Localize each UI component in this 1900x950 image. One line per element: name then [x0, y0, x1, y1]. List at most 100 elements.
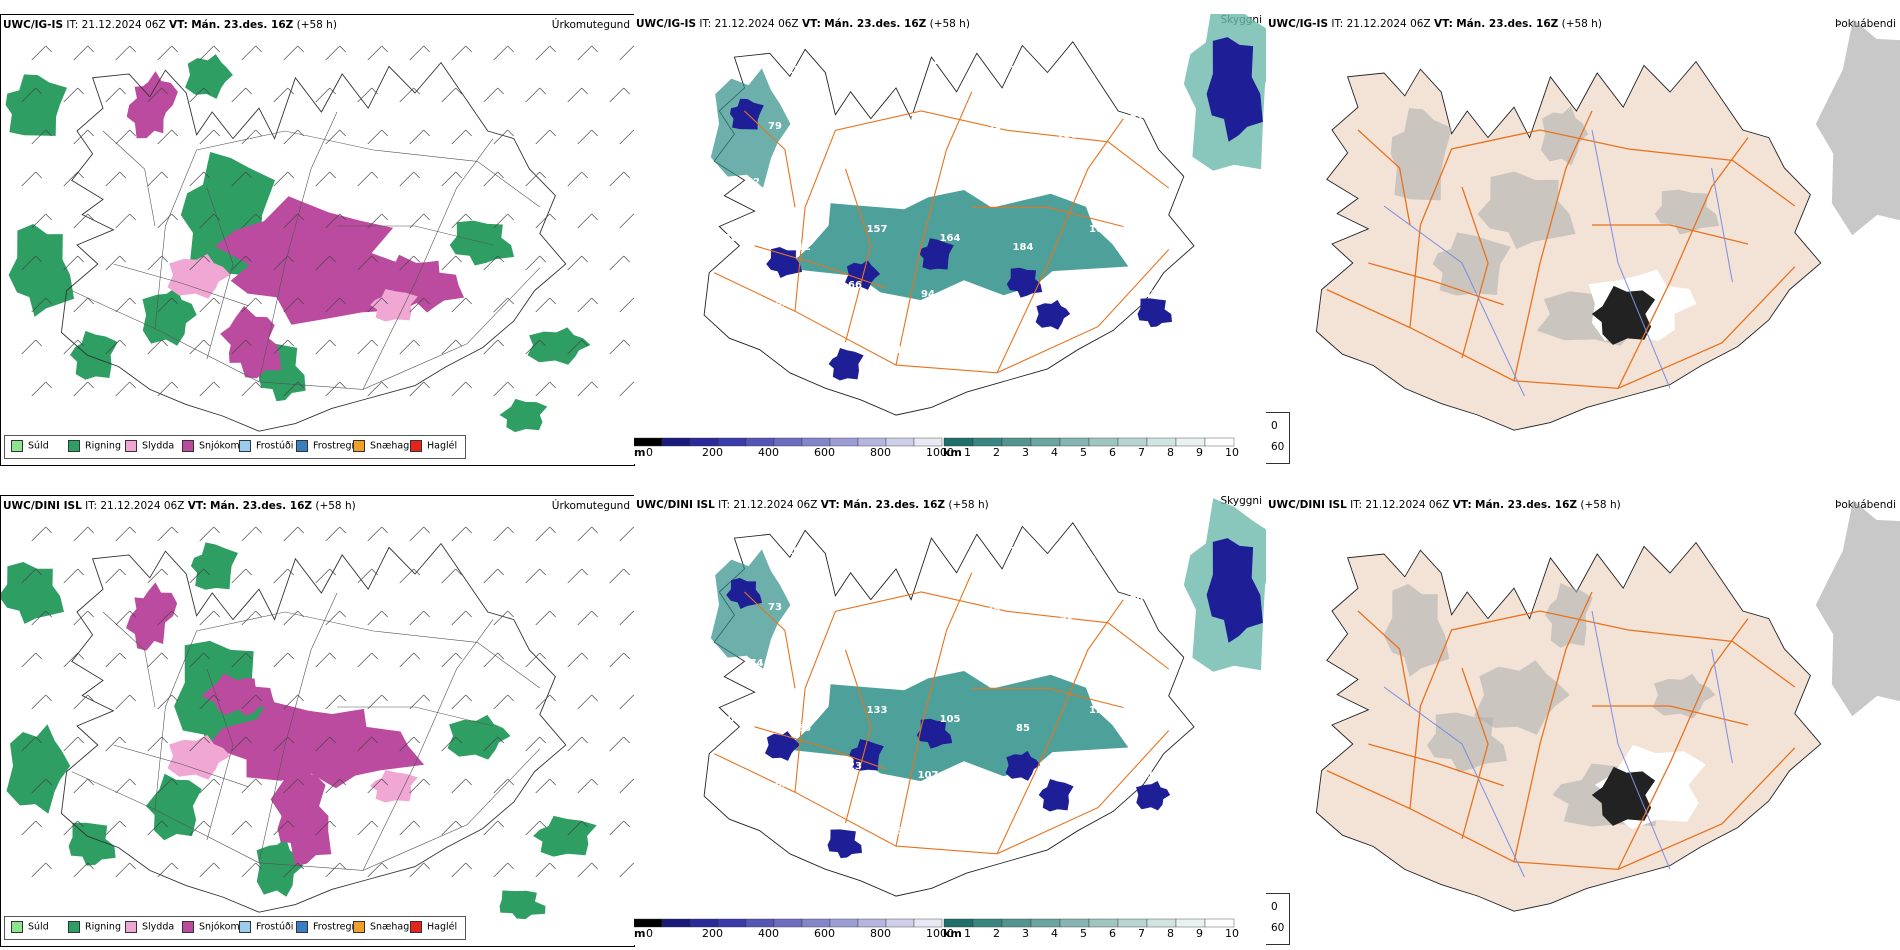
wind-barb [619, 381, 634, 397]
road-line [258, 592, 338, 863]
wind-barb [255, 694, 262, 702]
wind-barb [255, 297, 262, 305]
wind-barb [451, 526, 466, 542]
road-line [1513, 591, 1593, 862]
wind-barb [73, 297, 88, 313]
wind-barb [63, 171, 78, 187]
legend-swatch [68, 921, 80, 933]
wind-barb [455, 652, 462, 660]
wind-barb [493, 297, 508, 313]
wind-barb [455, 171, 462, 179]
legend-label: Rigning [85, 440, 121, 452]
visibility-tick-label: 5 [1080, 927, 1087, 940]
wind-barb [507, 526, 514, 534]
fog-area [1815, 19, 1900, 236]
wind-barb [367, 381, 382, 397]
ceiling-unit: m [634, 927, 646, 940]
wind-barb [21, 820, 36, 836]
road-line [71, 748, 541, 871]
wind-barb [525, 568, 540, 584]
wind-barb [87, 694, 94, 702]
model-name: UWC/IG-IS [636, 18, 697, 30]
wind-barb [115, 213, 130, 229]
road-line [996, 599, 1124, 855]
wind-barb [409, 862, 424, 878]
wind-barb [493, 862, 508, 878]
wind-barb [189, 87, 204, 103]
wind-barb [525, 171, 540, 187]
ceiling-label: 39 [731, 891, 745, 902]
road-line [102, 611, 156, 708]
wind-barb [157, 213, 172, 229]
coastline [60, 61, 567, 432]
wind-barb [381, 778, 388, 786]
wind-barb [73, 129, 88, 145]
wind-barb [45, 381, 52, 389]
wind-barb [381, 526, 388, 534]
wind-barb [161, 255, 168, 263]
wind-barb [241, 129, 256, 145]
legend-label: Snjókoma [199, 921, 246, 933]
visibility-tick-label: 6 [1109, 446, 1116, 459]
wind-barb [73, 45, 88, 61]
road-line [844, 168, 872, 343]
valid-time: Mán. 23.des. 16Z [843, 499, 946, 511]
wind-barb [199, 778, 214, 794]
wind-barb [609, 87, 624, 103]
ceiling-label: 73 [1009, 546, 1023, 557]
road-line [1368, 743, 1504, 787]
ceiling-label: 176 [962, 177, 983, 188]
wind-barb [619, 778, 634, 794]
valid-time: Mán. 23.des. 16Z [1475, 499, 1578, 511]
ceiling-colorbar-cell [773, 918, 803, 928]
wind-barb [325, 610, 340, 626]
rain-area [5, 74, 68, 136]
wind-barb [189, 255, 204, 271]
ceiling-label: 883 [911, 112, 932, 123]
lead-offset: (+58 h) [296, 19, 337, 31]
wind-barb [329, 339, 336, 347]
legend-label: Slydda [142, 921, 175, 933]
wind-barb [287, 736, 294, 744]
wind-barb [339, 526, 346, 534]
wind-barb [171, 694, 178, 702]
wind-barb [413, 171, 420, 179]
wind-barb [105, 820, 120, 836]
wind-barb [539, 339, 546, 347]
legend-swatch [68, 440, 80, 452]
visibility-tick-label: 9 [1196, 446, 1203, 459]
model-name: UWC/DINI ISL [636, 499, 715, 511]
wind-barb [171, 381, 178, 389]
wind-barb [483, 255, 498, 271]
rain-area [190, 542, 238, 590]
wind-barb [245, 255, 252, 263]
ceiling-label: 387 [838, 130, 859, 141]
wind-barb [45, 45, 52, 53]
wind-barb [581, 87, 588, 95]
road-line [1617, 618, 1749, 870]
legend-item: Súld [11, 921, 49, 933]
wind-barb [483, 339, 498, 355]
wind-barb [357, 255, 372, 271]
wind-barb [231, 652, 246, 668]
visibility-colorbar-cell [943, 437, 974, 447]
wind-barb [451, 297, 466, 313]
ceiling-label: 374 [743, 658, 764, 669]
ceiling-colorbar-cell [745, 918, 775, 928]
wind-barb [507, 381, 514, 389]
wind-barb [619, 213, 634, 229]
wind-barb [455, 339, 462, 347]
ceiling-label: 57 [826, 817, 840, 828]
wind-barb [73, 526, 88, 542]
wind-barb [339, 778, 346, 786]
wind-barb [455, 87, 462, 95]
init-time: 21.12.2024 06Z [1346, 18, 1431, 30]
wind-barb [245, 820, 252, 828]
fog-area [1390, 108, 1452, 201]
wind-barb [409, 213, 424, 229]
wind-barb [609, 171, 624, 187]
ceiling-tick-label: 0 [646, 446, 653, 459]
wind-barb [409, 694, 424, 710]
wind-barb [399, 736, 414, 752]
wind-barb [591, 213, 598, 221]
